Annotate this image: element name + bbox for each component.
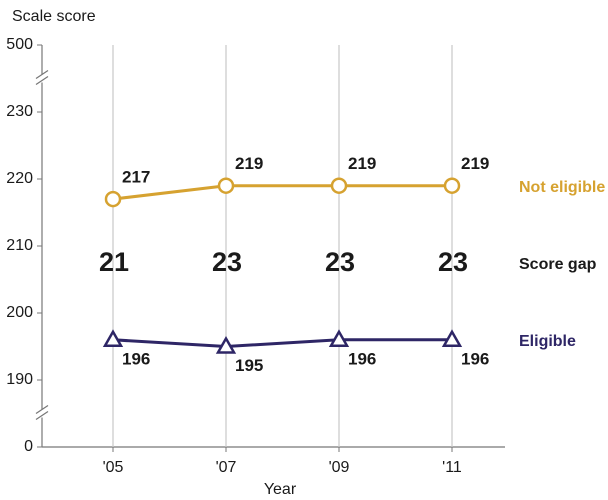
score-gap-label: 21 — [99, 247, 129, 277]
x-tick-label: '05 — [103, 459, 124, 476]
point — [104, 190, 122, 208]
axis-break — [35, 411, 49, 420]
data-label: 219 — [348, 154, 376, 173]
point — [102, 329, 124, 348]
y-tick-label: 190 — [6, 371, 33, 388]
data-label: 219 — [235, 154, 263, 173]
legend-label: Score gap — [519, 256, 597, 273]
data-label: 217 — [122, 168, 150, 187]
x-axis-label: Year — [264, 481, 297, 498]
legend-label: Not eligible — [519, 179, 605, 196]
score-gap-label: 23 — [438, 247, 468, 277]
data-label: 195 — [235, 356, 263, 375]
score-gap-label: 23 — [325, 247, 355, 277]
y-tick-label: 230 — [6, 103, 33, 120]
y-tick-label: 500 — [6, 36, 33, 53]
point — [330, 177, 348, 194]
axis-break-gap — [36, 74, 48, 83]
data-label: 196 — [461, 349, 489, 368]
score-gap-label: 23 — [212, 247, 242, 277]
point — [441, 329, 463, 348]
y-tick-label: 220 — [6, 170, 33, 187]
legend-label: Eligible — [519, 333, 576, 350]
axis-break — [35, 70, 49, 79]
data-label: 196 — [348, 349, 376, 368]
point — [328, 329, 350, 348]
point — [215, 335, 237, 354]
data-label: 219 — [461, 154, 489, 173]
x-tick-label: '07 — [216, 459, 237, 476]
series-line — [112, 184, 452, 201]
axis-break — [35, 405, 49, 414]
y-axis-label: Scale score — [12, 8, 96, 25]
series-line — [112, 338, 452, 349]
axis-break — [35, 76, 49, 85]
x-tick-label: '11 — [442, 459, 462, 476]
point — [443, 177, 461, 194]
y-tick-label: 200 — [6, 304, 33, 321]
x-tick-label: '09 — [329, 459, 350, 476]
y-tick-label: 210 — [6, 237, 33, 254]
data-label: 196 — [122, 349, 150, 368]
point — [217, 177, 235, 194]
axis-break-gap — [36, 409, 48, 418]
y-tick-label: 0 — [24, 438, 33, 455]
